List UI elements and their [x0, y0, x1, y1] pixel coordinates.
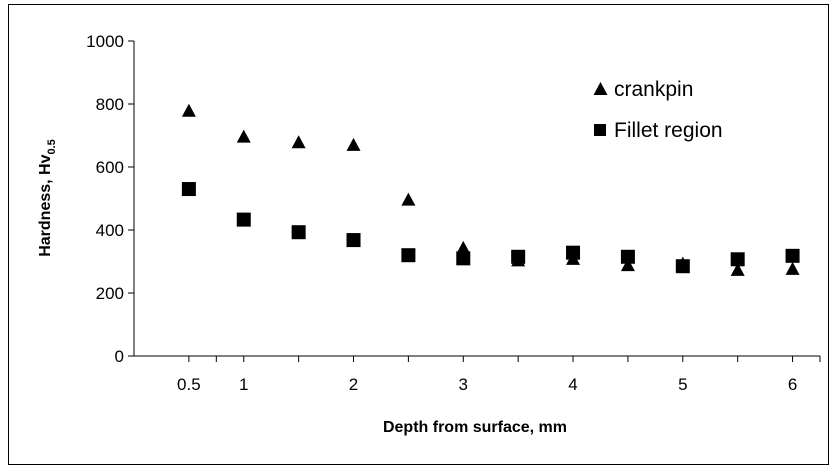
fillet-region-point	[456, 251, 471, 266]
y-axis-title: Hardness, Hv0.5	[37, 139, 58, 257]
crankpin-point	[730, 262, 745, 276]
y-axis-title-subscript: 0.5	[46, 139, 58, 154]
fillet-region-point	[730, 252, 745, 267]
axes	[133, 41, 820, 357]
x-tick-label: 0.5	[177, 375, 201, 394]
legend-crankpin-label: crankpin	[614, 78, 693, 101]
fillet-region-point	[181, 182, 196, 197]
y-tick-label: 200	[96, 284, 124, 303]
fillet-region-point	[291, 225, 306, 240]
crankpin-point	[620, 258, 635, 272]
fillet-region-point	[675, 259, 690, 274]
series-fillet-region	[181, 182, 800, 274]
y-tick-label: 400	[96, 221, 124, 240]
crankpin-point	[181, 103, 196, 117]
x-tick-label: 2	[349, 375, 358, 394]
fillet-region-point	[346, 233, 361, 248]
x-axis-title: Depth from surface, mm	[383, 419, 567, 436]
x-tick-label: 1	[239, 375, 248, 394]
chart-frame	[8, 4, 829, 465]
fillet-region-point	[785, 248, 800, 263]
crankpin-point	[785, 261, 800, 275]
fillet-region-point	[236, 212, 251, 227]
x-axis-ticks: 0.5 1 2 3 4 5 6	[177, 356, 821, 394]
crankpin-point	[291, 135, 306, 149]
x-tick-label: 3	[459, 375, 468, 394]
fillet-region-point	[401, 248, 416, 263]
legend-crankpin-marker	[593, 82, 608, 95]
fillet-region-point	[620, 249, 635, 264]
fillet-region-point	[511, 249, 526, 264]
y-tick-label: 1000	[86, 32, 124, 51]
y-tick-label: 0	[115, 347, 124, 366]
x-tick-label: 4	[568, 375, 577, 394]
data-points	[181, 103, 800, 276]
y-tick-label: 800	[96, 95, 124, 114]
fillet-region-point	[566, 245, 581, 260]
y-tick-label: 600	[96, 158, 124, 177]
y-axis-ticks: 0 200 400 600 800 1000	[86, 32, 134, 366]
crankpin-point	[346, 137, 361, 151]
legend: crankpin Fillet region	[593, 78, 723, 142]
crankpin-point	[401, 192, 416, 206]
legend-fillet-marker	[594, 124, 606, 136]
legend-fillet-label: Fillet region	[614, 119, 723, 142]
crankpin-point	[236, 129, 251, 143]
crankpin-point	[456, 240, 471, 254]
x-tick-label: 5	[678, 375, 687, 394]
x-tick-label: 6	[788, 375, 797, 394]
